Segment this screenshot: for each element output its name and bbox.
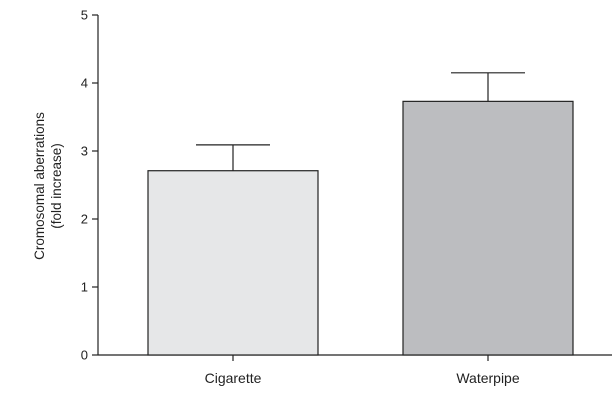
bar-cigarette <box>147 170 319 356</box>
x-tick-label: Cigarette <box>205 370 262 386</box>
y-axis-title-line-1: Cromosomal aberrations <box>32 112 47 260</box>
y-tick-label: 3 <box>81 144 88 159</box>
y-tick-label: 4 <box>81 76 88 91</box>
y-tick-label: 5 <box>81 8 88 23</box>
x-tick-label: Waterpipe <box>456 370 520 386</box>
y-axis-title: Cromosomal aberrations (fold increase) <box>32 112 64 260</box>
y-axis-title-line-2: (fold increase) <box>49 143 64 229</box>
y-tick-label: 2 <box>81 212 88 227</box>
plot-area: 0 1 2 3 4 5 Cigarette Waterpipe <box>81 8 612 386</box>
bar-waterpipe <box>402 100 574 356</box>
y-tick-label: 0 <box>81 348 88 363</box>
y-tick-label: 1 <box>81 280 88 295</box>
